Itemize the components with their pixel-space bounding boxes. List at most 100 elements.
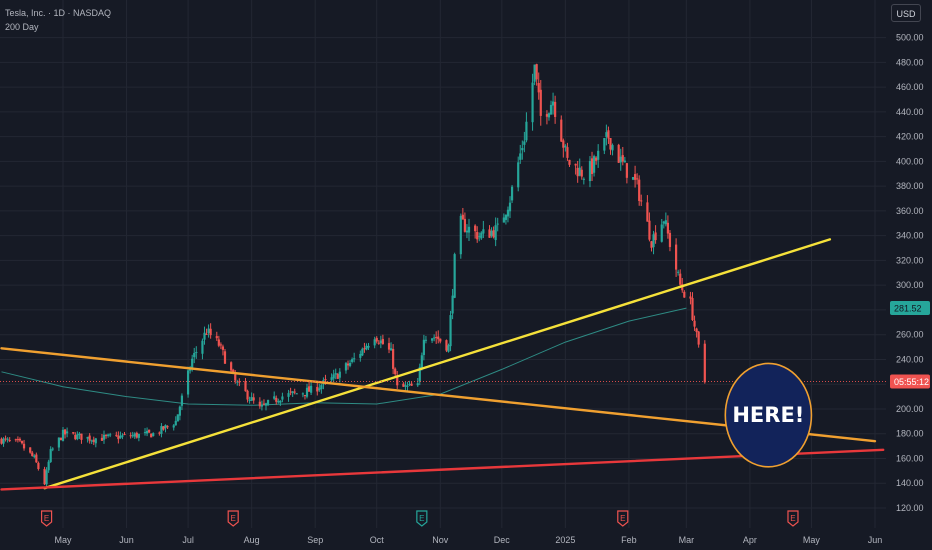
candle [330,373,333,383]
candle-body [482,229,485,234]
candle-body [219,344,222,346]
candle-body [525,121,528,141]
candle [22,439,26,451]
earnings-marker-shape [40,510,53,527]
candle [172,424,175,431]
price-tick-label: 160.00 [896,453,924,463]
symbol-title[interactable]: Tesla, Inc. · 1D · NASDAQ [5,8,112,18]
candle [424,335,428,344]
time-tick-label: May [54,535,72,545]
candle-body [238,381,241,383]
candle [404,381,407,391]
candle-body [424,339,428,341]
candle [437,330,440,344]
indicator-label[interactable]: 200 Day [5,22,39,32]
candle [2,437,5,447]
candle [566,142,569,161]
price-tick-label: 380.00 [896,181,924,191]
candle [595,156,598,165]
candle-body [697,331,700,345]
candle [576,160,579,183]
candle [502,213,505,223]
candle [121,433,124,440]
candle-body [223,351,227,364]
candle-body [230,362,233,371]
candle-body [186,370,190,395]
candle-body [394,368,397,375]
time-tick-label: Apr [743,535,757,545]
candle [320,383,323,394]
candle [510,185,514,203]
candle [449,310,452,352]
candle-body [277,401,280,403]
candle [277,398,280,404]
candle [135,431,138,439]
candle [217,335,220,348]
candle-body [648,220,651,240]
candle-body [123,434,126,436]
candle [252,393,255,404]
candle-body [597,150,600,160]
candle-body [379,340,382,344]
time-axis[interactable]: May Jun Jul Aug Sep Oct Nov Dec 2025 Feb Mar Apr May… [54,535,882,545]
candle [107,433,110,438]
candle [180,393,184,411]
candle [158,431,161,436]
candle-body [174,420,177,426]
candle [664,212,667,227]
candle-body [287,393,290,397]
candle-body [576,167,579,177]
candle-body [693,320,696,327]
candle-body [445,340,448,351]
candle [609,138,612,155]
candle [539,80,542,126]
candle [115,431,118,437]
earnings-marker-shape [617,510,629,527]
candle-body [180,395,184,406]
candle-body [45,470,48,485]
price-tick-label: 300.00 [896,280,924,290]
candle-body [465,230,469,233]
candle [363,342,366,353]
candle-body [449,315,452,347]
candle-body [490,230,493,236]
candle [459,213,462,259]
candle-body [102,434,106,440]
time-tick-label: May [803,535,821,545]
candle-body [150,433,153,438]
candle-body [607,130,610,139]
candle-body [86,436,89,439]
candle-body [248,399,251,401]
candle-body [621,155,624,162]
currency-button[interactable]: USD [891,4,921,22]
candle [410,381,413,386]
candle-body [310,385,313,393]
candle-body [396,375,399,386]
candle [521,140,524,160]
candle-body [332,374,335,379]
candle-body [92,439,95,442]
price-axis[interactable]: 120.00140.00160.00180.00200.00220.00240.… [890,33,930,513]
candle [562,138,565,158]
candle [215,331,218,341]
candle-body [551,101,555,106]
candle [535,63,538,86]
candle-body [291,391,294,394]
candle-body [207,328,210,334]
candle-body [422,339,425,355]
moving-average-group [1,307,687,406]
candle [117,431,120,444]
candle-body [193,352,196,358]
candle [16,436,19,443]
candle-body [402,383,405,387]
candle-body [305,387,309,397]
candle-body [178,406,181,416]
candle [275,395,278,405]
earnings-marker-shape [227,510,239,527]
candle [679,269,682,287]
candle-body [107,434,110,436]
candle [666,215,669,239]
candle-body [506,209,510,217]
candle-body [623,160,626,163]
